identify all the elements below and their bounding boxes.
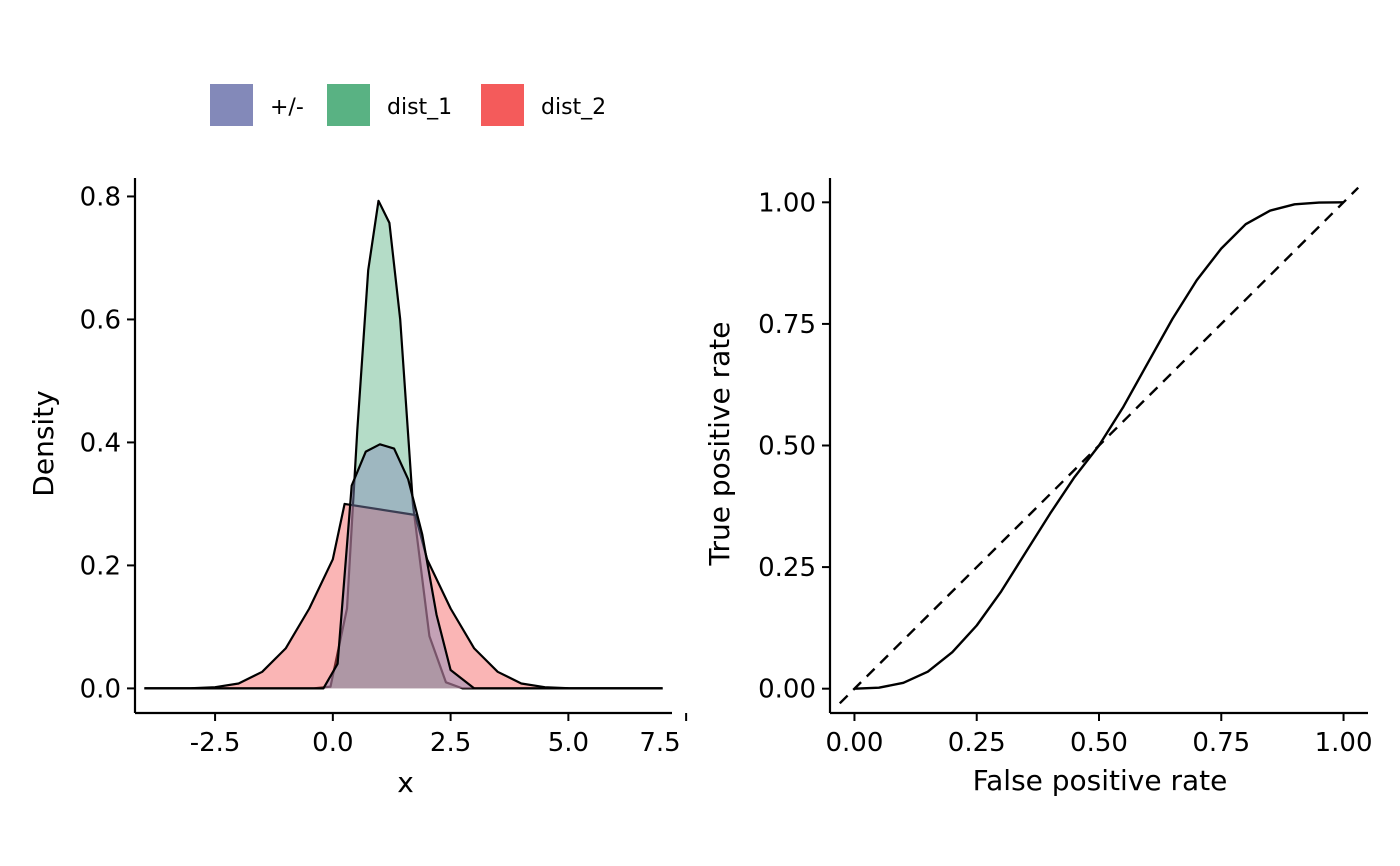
x-tick-label: 1.00: [1315, 728, 1373, 758]
y-tick-label: 0.6: [80, 305, 121, 335]
y-tick-label: 0.25: [758, 553, 816, 583]
y-tick-label: 0.8: [80, 182, 121, 212]
legend-label: dist_2: [541, 95, 606, 120]
x-axis-title: x: [397, 766, 414, 799]
legend-label: dist_1: [387, 95, 452, 120]
y-tick-label: 0.75: [758, 310, 816, 340]
x-tick-label: -2.5: [190, 728, 241, 758]
x-tick-label: 0.75: [1192, 728, 1250, 758]
legend-swatch-: [210, 84, 253, 126]
x-tick-label: 0.00: [826, 728, 884, 758]
legend-swatch-dist2: [481, 84, 524, 126]
roc-reference-line: [840, 188, 1358, 704]
legend-label: +/-: [270, 95, 304, 120]
legend-swatch-dist1: [327, 84, 370, 126]
density-panel: 0.0 0.2 0.4 0.6 0.8 -2.5 0.0 2.5 5.0 7.5 x Density: [27, 178, 686, 799]
x-tick-label: 2.5: [430, 728, 471, 758]
y-tick-label: 0.2: [80, 551, 121, 581]
x-axis-title: False positive rate: [973, 764, 1228, 797]
y-tick-label: 0.00: [758, 675, 816, 705]
y-tick-label: 1.00: [758, 188, 816, 218]
x-tick-label: 0.50: [1070, 728, 1128, 758]
x-tick-label: 7.5: [639, 728, 680, 758]
y-tick-label: 0.4: [80, 428, 121, 458]
y-axis-title: True positive rate: [703, 322, 736, 567]
y-tick-label: 0.50: [758, 432, 816, 462]
x-tick-label: 0.0: [312, 728, 353, 758]
x-tick-label: 5.0: [548, 728, 589, 758]
legend: +/- dist_1 dist_2: [210, 84, 606, 126]
x-tick-label: 0.25: [948, 728, 1006, 758]
roc-panel: 0.00 0.25 0.50 0.75 1.00 0.00 0.25 0.50 0.75 1.00…: [703, 178, 1372, 797]
y-axis-title: Density: [27, 390, 60, 496]
density-area-plusminus: [144, 444, 662, 688]
y-tick-label: 0.0: [80, 674, 121, 704]
